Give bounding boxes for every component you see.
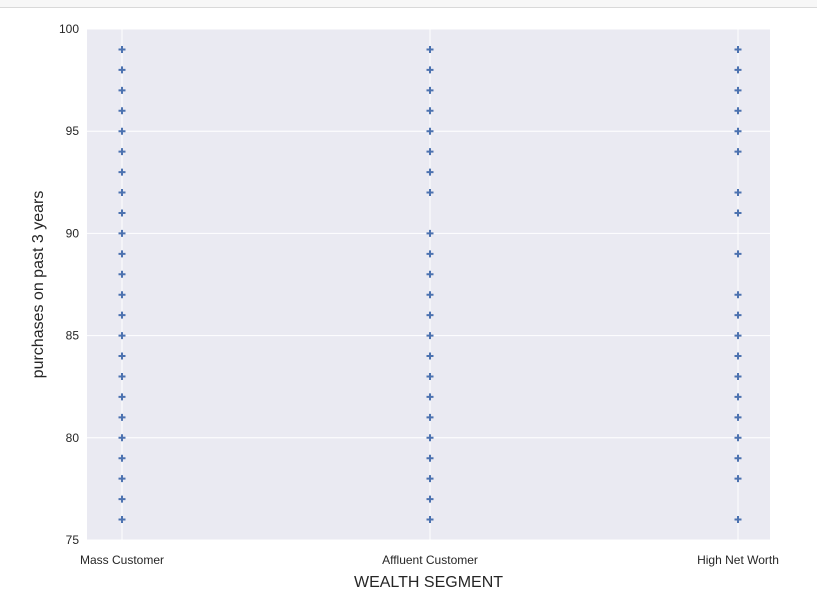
data-point	[118, 516, 126, 524]
data-point	[734, 434, 742, 442]
data-point	[734, 332, 742, 340]
data-point	[734, 148, 742, 156]
data-point	[118, 372, 126, 380]
data-point	[426, 107, 434, 115]
data-point	[426, 311, 434, 319]
data-point	[118, 352, 126, 360]
data-point	[426, 250, 434, 258]
data-point	[734, 45, 742, 53]
x-tick-label: High Net Worth	[697, 553, 779, 567]
y-tick-label: 75	[66, 533, 80, 547]
data-point	[734, 372, 742, 380]
data-point	[426, 332, 434, 340]
data-point	[118, 45, 126, 53]
data-point	[734, 352, 742, 360]
data-point	[118, 168, 126, 176]
data-point	[118, 291, 126, 299]
data-point	[426, 168, 434, 176]
data-point	[118, 270, 126, 278]
data-point	[118, 66, 126, 74]
data-point	[118, 393, 126, 401]
data-point	[426, 475, 434, 483]
data-point	[118, 107, 126, 115]
y-tick-label: 90	[66, 226, 80, 240]
data-point	[118, 209, 126, 217]
data-point	[734, 127, 742, 135]
y-tick-label: 100	[59, 22, 79, 36]
data-point	[734, 189, 742, 197]
data-point	[118, 311, 126, 319]
data-point	[426, 86, 434, 94]
data-point	[426, 516, 434, 524]
data-point	[426, 189, 434, 197]
data-point	[734, 413, 742, 421]
data-point	[734, 516, 742, 524]
y-tick-labels: 75 80 85 90 95 100	[59, 22, 79, 547]
data-point	[118, 148, 126, 156]
plot-area	[87, 29, 770, 540]
data-point	[118, 250, 126, 258]
data-point	[118, 127, 126, 135]
y-tick-label: 95	[66, 124, 80, 138]
data-point	[118, 332, 126, 340]
data-point	[118, 229, 126, 237]
data-point	[118, 189, 126, 197]
y-axis-label: purchases on past 3 years	[30, 191, 47, 379]
data-point	[734, 86, 742, 94]
data-point	[118, 454, 126, 462]
data-point	[426, 413, 434, 421]
data-point	[426, 291, 434, 299]
data-point	[734, 250, 742, 258]
notebook-cell-top-edge	[0, 0, 817, 8]
data-point	[734, 66, 742, 74]
data-points	[118, 45, 742, 524]
data-point	[734, 393, 742, 401]
data-point	[426, 66, 434, 74]
data-point	[118, 413, 126, 421]
data-point	[118, 495, 126, 503]
data-point	[118, 475, 126, 483]
data-point	[118, 434, 126, 442]
data-point	[426, 45, 434, 53]
data-point	[734, 311, 742, 319]
data-point	[426, 495, 434, 503]
data-point	[426, 127, 434, 135]
data-point	[734, 475, 742, 483]
data-point	[426, 454, 434, 462]
y-tick-label: 85	[66, 329, 80, 343]
data-point	[118, 86, 126, 94]
data-point	[426, 434, 434, 442]
data-point	[426, 148, 434, 156]
x-tick-label: Mass Customer	[80, 553, 164, 567]
data-point	[426, 393, 434, 401]
data-point	[734, 209, 742, 217]
x-tick-labels: Mass Customer Affluent Customer High Net W…	[80, 553, 779, 567]
x-tick-label: Affluent Customer	[382, 553, 478, 567]
y-tick-label: 80	[66, 431, 80, 445]
data-point	[734, 454, 742, 462]
data-point	[734, 107, 742, 115]
data-point	[734, 291, 742, 299]
data-point	[426, 352, 434, 360]
data-point	[426, 372, 434, 380]
data-point	[426, 229, 434, 237]
x-axis-label: WEALTH SEGMENT	[354, 574, 503, 591]
data-point	[426, 270, 434, 278]
